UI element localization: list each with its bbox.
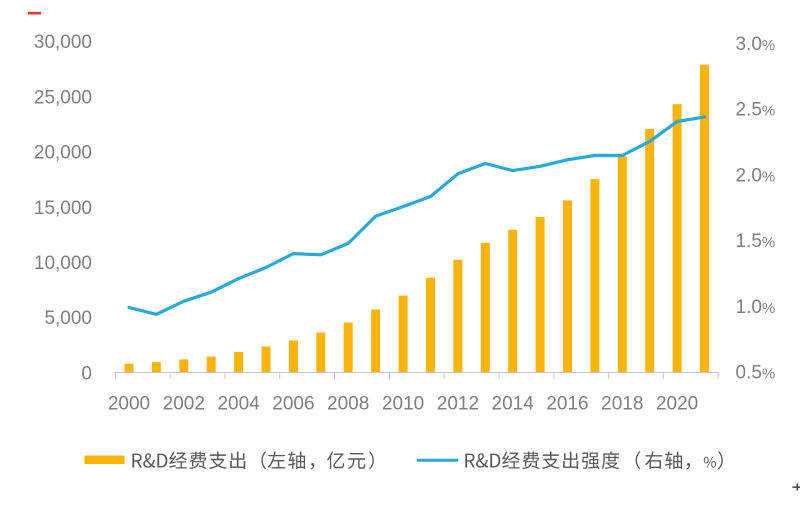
svg-text:5,000: 5,000: [44, 308, 92, 329]
svg-text:2.5%: 2.5%: [736, 100, 776, 121]
svg-text:0.5%: 0.5%: [736, 363, 776, 384]
svg-text:25,000: 25,000: [34, 87, 92, 108]
svg-text:2010: 2010: [382, 394, 424, 415]
svg-text:2020: 2020: [656, 394, 698, 415]
svg-text:2000: 2000: [108, 394, 150, 415]
svg-text:30,000: 30,000: [34, 32, 92, 53]
svg-text:2006: 2006: [272, 394, 314, 415]
svg-text:2016: 2016: [546, 394, 588, 415]
svg-text:2012: 2012: [437, 394, 479, 415]
svg-text:2014: 2014: [492, 394, 535, 415]
svg-text:1.5%: 1.5%: [736, 231, 776, 252]
svg-text:0: 0: [81, 364, 92, 385]
svg-text:15,000: 15,000: [34, 198, 92, 219]
svg-text:2018: 2018: [601, 394, 643, 415]
svg-text:2008: 2008: [327, 394, 369, 415]
svg-text:10,000: 10,000: [34, 253, 92, 274]
svg-text:1.0%: 1.0%: [736, 297, 776, 318]
svg-text:2002: 2002: [163, 394, 205, 415]
svg-text:2004: 2004: [217, 394, 260, 415]
svg-text:2.0%: 2.0%: [736, 166, 776, 187]
svg-text:3.0%: 3.0%: [736, 34, 776, 55]
svg-text:20,000: 20,000: [34, 143, 92, 164]
